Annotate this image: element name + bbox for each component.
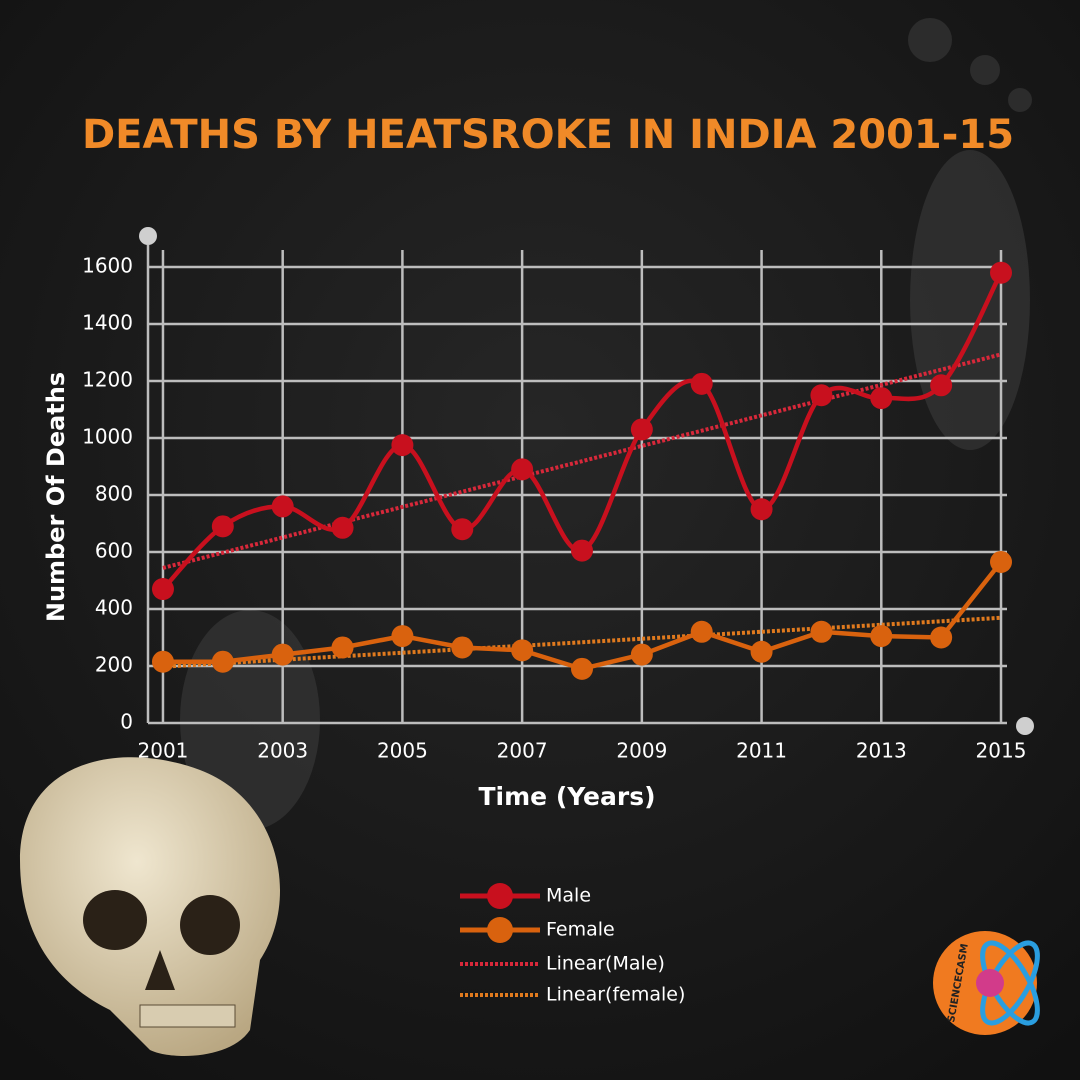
data-point [511, 458, 534, 481]
y-tick-label: 1000 [82, 425, 133, 449]
data-point [451, 518, 474, 541]
data-point [690, 372, 713, 395]
data-point [331, 636, 354, 659]
plot: 0 200 400 600 800 1000 1200 1400 1600 2001 2003 200… [82, 245, 1026, 1006]
trend-line [162, 352, 1002, 570]
data-point [271, 643, 294, 666]
data-point [211, 650, 234, 673]
axis-end-dot [139, 227, 157, 245]
data-point [930, 626, 953, 649]
legend-swatch [487, 917, 513, 943]
y-tick-label: 1400 [82, 311, 133, 335]
logo: SCIENCECASM [933, 931, 1040, 1035]
legend-label: Linear(Male) [546, 953, 665, 975]
data-point [331, 516, 354, 539]
data-point [151, 650, 174, 673]
y-tick-label: 200 [95, 653, 133, 677]
y-tick-label: 400 [95, 596, 133, 620]
data-point [990, 261, 1013, 284]
y-axis-label: Number Of Deaths [42, 372, 70, 622]
data-point [750, 640, 773, 663]
legend-label: Female [546, 919, 615, 941]
y-tick-label: 800 [95, 482, 133, 506]
data-point [630, 418, 653, 441]
data-point [451, 636, 474, 659]
data-point [690, 620, 713, 643]
data-point [271, 495, 294, 518]
y-tick-label: 1200 [82, 368, 133, 392]
data-point [391, 434, 414, 457]
y-tick-label: 0 [120, 710, 133, 734]
skull-decoration [20, 757, 280, 1056]
data-point [391, 625, 414, 648]
legend-label: Linear(female) [546, 984, 685, 1006]
y-tick-label: 1600 [82, 254, 133, 278]
x-axis-label: Time (Years) [478, 782, 655, 811]
data-point [810, 384, 833, 407]
data-point [810, 620, 833, 643]
data-point [511, 639, 534, 662]
data-point [870, 625, 893, 648]
x-tick-label: 2015 [976, 739, 1027, 763]
data-point [570, 539, 593, 562]
x-tick-label: 2001 [138, 739, 189, 763]
x-tick-label: 2011 [736, 739, 787, 763]
data-point [990, 550, 1013, 573]
x-tick-label: 2013 [856, 739, 907, 763]
data-point [930, 374, 953, 397]
data-point [151, 578, 174, 601]
axis-end-dot [1016, 717, 1034, 735]
data-point [570, 657, 593, 680]
data-point [630, 643, 653, 666]
chart-title: DEATHS BY HEATSROKE IN INDIA 2001-15 [82, 112, 1014, 158]
x-tick-label: 2005 [377, 739, 428, 763]
x-tick-label: 2009 [616, 739, 667, 763]
legend-swatch [487, 883, 513, 909]
legend-label: Male [546, 885, 591, 907]
x-tick-label: 2003 [257, 739, 308, 763]
data-point [211, 515, 234, 538]
data-point [870, 387, 893, 410]
x-tick-label: 2007 [497, 739, 548, 763]
data-point [750, 498, 773, 521]
y-tick-label: 600 [95, 539, 133, 563]
